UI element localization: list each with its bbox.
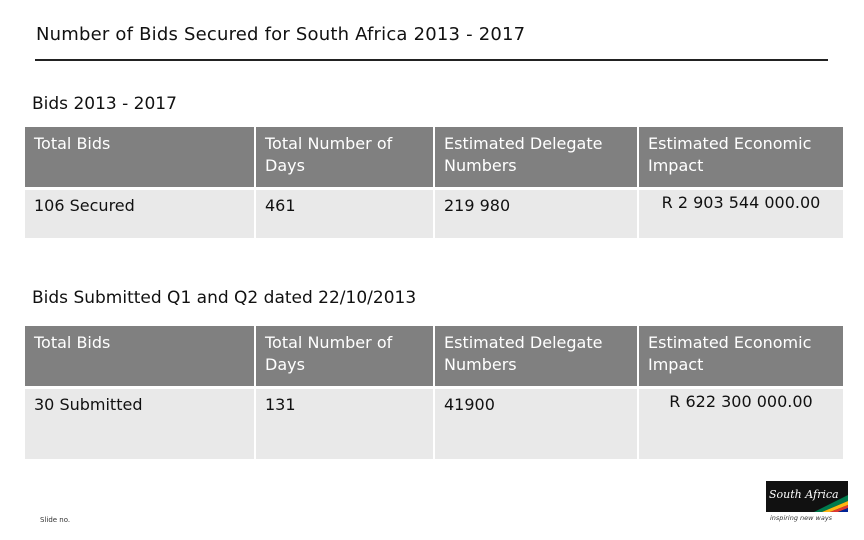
south-africa-logo: South Africa inspiring new ways — [766, 481, 848, 523]
cell-delegate-numbers: 41900 — [434, 387, 639, 459]
slide-number-label: Slide no. — [40, 516, 71, 524]
cell-delegate-numbers: 219 980 — [434, 188, 639, 238]
bids-secured-table: Total Bids Total Number of Days Estimate… — [25, 127, 843, 238]
header-delegate-numbers: Estimated Delegate Numbers — [434, 326, 639, 389]
cell-economic-impact: R 622 300 000.00 — [638, 387, 843, 459]
table-header-row: Total Bids Total Number of Days Estimate… — [25, 127, 843, 190]
table-row: 30 Submitted 131 41900 R 622 300 000.00 — [25, 387, 843, 459]
cell-total-bids: 30 Submitted — [25, 387, 256, 459]
title-divider — [35, 59, 828, 61]
header-delegate-numbers: Estimated Delegate Numbers — [434, 127, 639, 190]
logo-tagline: inspiring new ways — [770, 514, 833, 522]
bids-submitted-table: Total Bids Total Number of Days Estimate… — [25, 326, 843, 459]
cell-total-days: 461 — [255, 188, 435, 238]
slide-title: Number of Bids Secured for South Africa … — [36, 24, 526, 45]
cell-economic-impact: R 2 903 544 000.00 — [638, 188, 843, 238]
logo-wordmark: South Africa — [769, 488, 839, 501]
header-total-days: Total Number of Days — [255, 127, 435, 190]
section-title-bids-2013-2017: Bids 2013 - 2017 — [32, 94, 177, 114]
header-total-days: Total Number of Days — [255, 326, 435, 389]
section-title-bids-submitted: Bids Submitted Q1 and Q2 dated 22/10/201… — [32, 288, 417, 308]
cell-total-days: 131 — [255, 387, 435, 459]
table-row: 106 Secured 461 219 980 R 2 903 544 000.… — [25, 188, 843, 238]
cell-total-bids: 106 Secured — [25, 188, 256, 238]
header-total-bids: Total Bids — [25, 127, 256, 190]
header-total-bids: Total Bids — [25, 326, 256, 389]
header-economic-impact: Estimated Economic Impact — [638, 127, 843, 190]
header-economic-impact: Estimated Economic Impact — [638, 326, 843, 389]
flag-stripe-icon — [814, 495, 848, 512]
table-header-row: Total Bids Total Number of Days Estimate… — [25, 326, 843, 389]
